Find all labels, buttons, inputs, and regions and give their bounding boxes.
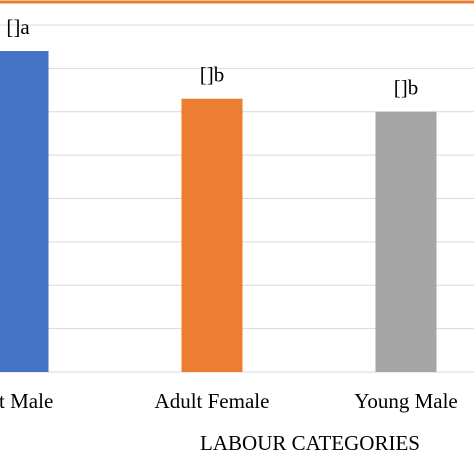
x-axis-title: LABOUR CATEGORIES xyxy=(200,431,420,455)
bar xyxy=(0,51,49,373)
data-label: []b xyxy=(394,76,419,100)
x-tick-label: Young Male xyxy=(354,389,457,413)
bar xyxy=(181,98,243,373)
data-label: []a xyxy=(6,15,30,39)
x-tick-label: Adult Female xyxy=(155,389,270,413)
bar xyxy=(375,111,437,372)
x-tick-label: ult Male xyxy=(0,389,53,413)
data-label: []b xyxy=(200,63,225,87)
